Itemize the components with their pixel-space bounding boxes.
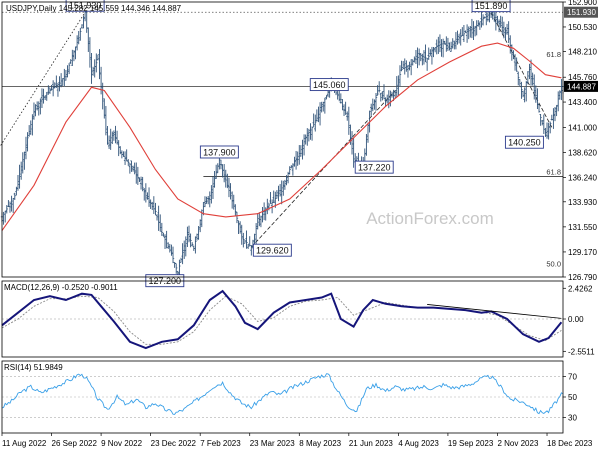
macd-trendline — [427, 304, 562, 319]
x-axis-tick-label: 11 Aug 2022 — [2, 439, 47, 448]
rsi-axis-tick-label: 50 — [568, 393, 577, 402]
fib-label: 61.8 — [546, 167, 561, 176]
x-axis-tick-label: 26 Sep 2022 — [52, 439, 98, 448]
x-axis-tick-label: 23 Dec 2022 — [151, 439, 197, 448]
rsi-axis-tick-label: 30 — [568, 414, 577, 423]
price-label-box — [252, 243, 292, 257]
price-axis-tick-label: 152.900 — [568, 0, 597, 7]
moving-average-line — [1, 42, 562, 231]
x-axis-tick-label: 23 Mar 2023 — [250, 439, 295, 448]
price-axis-tick-label: 126.790 — [568, 273, 597, 282]
trendline — [0, 12, 86, 148]
price-label: 137.900 — [203, 147, 236, 157]
price-axis-tick-label: 131.550 — [568, 223, 597, 232]
price-level-tag-label: 151.930 — [567, 8, 596, 17]
trendline — [490, 12, 553, 128]
price-axis-tick-label: 148.210 — [568, 47, 597, 56]
x-axis: 11 Aug 2022 26 Sep 2022 9 Nov 2022 23 Dec 2… — [1, 433, 593, 448]
price-panel: ActionForex.com151.930137.900127.200129.… — [0, 0, 598, 288]
rsi-axis-tick-label: 70 — [568, 372, 577, 381]
rsi-line — [1, 373, 564, 415]
price-label-box — [199, 145, 239, 159]
price-axis-tick-label: 129.170 — [568, 248, 597, 257]
macd-line — [1, 289, 563, 350]
price-label: 151.930 — [69, 1, 102, 11]
x-axis-tick-label: 2 Nov 2023 — [497, 439, 538, 448]
price-label: 129.620 — [256, 246, 289, 256]
price-axis-tick-label: 150.530 — [568, 23, 597, 32]
macd-axis-tick-label: -2.5511 — [568, 347, 595, 356]
x-axis-tick-label: 19 Sep 2023 — [448, 439, 494, 448]
macd-axis-tick-label: 0.00 — [568, 315, 584, 324]
price-label: 137.220 — [358, 163, 391, 173]
price-label-box — [309, 78, 349, 92]
price-label: 151.890 — [475, 1, 508, 11]
macd-axis-tick-label: 2.4262 — [568, 284, 593, 293]
macd-panel: 2.4262 0.00 -2.5511 MACD(12,26,9) -0.2520 -… — [1, 280, 595, 358]
price-label-box — [65, 0, 105, 12]
price-title: USDJPY,Daily 145.282 145.559 144.346 144… — [6, 4, 182, 13]
price-frame — [1, 1, 564, 278]
rsi-title: RSI(14) 51.9849 — [4, 363, 63, 372]
price-label-box — [354, 160, 394, 174]
price-level-tag — [564, 80, 598, 92]
price-level-tag-label: 144.887 — [567, 82, 596, 91]
trendline — [251, 90, 396, 248]
rsi-panel: 70 50 30 RSI(14) 51.9849 — [1, 360, 577, 434]
price-level-tag — [564, 6, 598, 18]
price-label-box — [504, 135, 544, 149]
price-axis-tick-label: 138.620 — [568, 148, 597, 157]
price-axis-tick-label: 145.760 — [568, 73, 597, 82]
price-axis-tick-label: 141.000 — [568, 123, 597, 132]
macd-title: MACD(12,26,9) -0.2520 -0.9011 — [4, 283, 118, 292]
watermark: ActionForex.com — [366, 209, 494, 228]
price-label-box — [471, 0, 511, 13]
price-axis-tick-label: 143.400 — [568, 98, 597, 107]
price-axis-tick-label: 133.930 — [568, 198, 597, 207]
fib-label: 61.8 — [546, 50, 561, 59]
x-axis-tick-label: 18 Dec 2023 — [547, 439, 593, 448]
x-axis-tick-label: 21 Jun 2023 — [349, 439, 394, 448]
price-label: 140.250 — [508, 138, 541, 148]
x-axis-tick-label: 7 Feb 2023 — [200, 439, 241, 448]
macd-signal-line — [1, 295, 562, 345]
price-label: 145.060 — [313, 80, 346, 90]
fib-label: 50.0 — [546, 259, 561, 268]
x-axis-tick-label: 4 Aug 2023 — [398, 439, 439, 448]
price-axis-tick-label: 136.240 — [568, 173, 597, 182]
x-axis-tick-label: 8 May 2023 — [299, 439, 341, 448]
x-axis-tick-label: 9 Nov 2022 — [101, 439, 142, 448]
